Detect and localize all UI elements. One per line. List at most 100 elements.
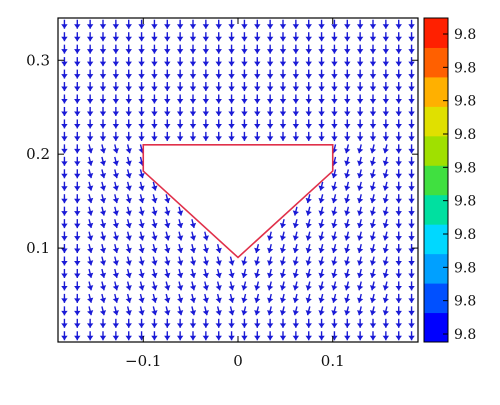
arrow-212 [292,244,299,254]
arrow-251 [125,219,132,229]
arrow-89 [125,293,132,303]
arrow-513 [176,69,184,79]
arrow-326 [112,169,119,179]
arrow-149 [177,268,184,278]
arrow-476 [61,82,68,92]
arrow-5 [125,331,132,341]
arrow-271 [99,206,107,216]
arrow-534 [86,57,94,67]
arrow-491 [254,82,261,92]
arrow-352 [87,144,94,154]
arrow-487 [202,82,210,92]
arrow-4 [112,331,120,341]
arrow-634 [292,19,300,29]
arrow-319 [382,181,389,191]
arrow-442 [344,106,351,116]
arrow-522 [292,69,300,79]
arrow-390 [395,131,402,141]
arrow-438 [292,106,300,116]
arrow-529 [382,69,390,79]
colorbar-segment [424,165,448,196]
arrow-268 [61,206,68,216]
arrow-636 [318,19,325,29]
arrow-221 [408,244,415,254]
arrow-19 [305,331,312,341]
arrow-341 [125,156,132,166]
arrow-400 [164,119,171,129]
arrow-215 [331,244,338,254]
arrow-137 [382,281,389,291]
arrow-74 [292,306,299,316]
colorbar-label: 9.8 [454,227,476,243]
arrow-544 [215,57,222,67]
arrow-64 [164,306,171,316]
arrow-100 [267,293,274,303]
arrow-49 [331,318,338,328]
arrow-80 [369,306,377,316]
arrow-301 [357,194,364,204]
arrow-456 [164,94,171,104]
arrow-128 [267,281,274,291]
arrow-28 [61,318,68,328]
arrow-331 [357,169,364,179]
arrow-379 [254,131,261,141]
arrow-589 [74,32,81,42]
arrow-231 [177,231,184,241]
arrow-344 [344,156,351,166]
arrow-150 [189,268,197,278]
arrow-62 [138,306,145,316]
arrow-209 [254,244,261,254]
arrow-174 [138,256,145,266]
arrow-383 [305,131,312,141]
arrow-354 [112,144,119,154]
arrow-428 [164,106,171,116]
arrow-220 [395,244,402,254]
arrow-454 [138,94,145,104]
arrow-413 [331,119,338,129]
arrow-554 [344,57,351,67]
arrow-285 [382,206,389,216]
arrow-475 [408,94,415,104]
arrow-432 [215,106,222,116]
arrow-279 [305,206,312,216]
arrow-120 [164,281,171,291]
arrow-284 [369,206,377,216]
arrow-449 [74,94,81,104]
arrow-436 [266,106,274,116]
arrow-162 [344,268,351,278]
arrow-492 [266,82,274,92]
arrow-2 [86,331,94,341]
arrow-338 [87,156,94,166]
arrow-168 [61,256,68,266]
arrow-37 [176,318,184,328]
arrow-125 [228,281,235,291]
arrow-391 [408,131,415,141]
arrow-261 [331,219,338,229]
arrow-307 [74,181,81,191]
arrow-173 [125,256,132,266]
arrow-630 [241,19,248,29]
arrow-437 [279,106,287,116]
arrow-416 [369,119,377,129]
arrow-570 [189,44,197,54]
arrow-397 [125,119,132,129]
arrow-68 [215,306,222,316]
arrow-11 [202,331,210,341]
arrow-189 [331,256,338,266]
arrow-31 [99,318,107,328]
arrow-6 [138,331,145,341]
arrow-523 [305,69,312,79]
arrow-511 [151,69,158,79]
colorbar-frame [423,17,449,343]
arrow-36 [164,318,171,328]
y-tick-label: 0.3 [26,51,50,69]
arrow-583 [356,44,364,54]
arrow-539 [151,57,158,67]
arrow-113 [74,281,81,291]
arrow-421 [74,106,81,116]
arrow-576 [266,44,274,54]
arrow-315 [331,181,338,191]
arrow-464 [266,94,274,104]
arrow-411 [305,119,312,129]
y-tick-label: 0.2 [26,145,50,163]
